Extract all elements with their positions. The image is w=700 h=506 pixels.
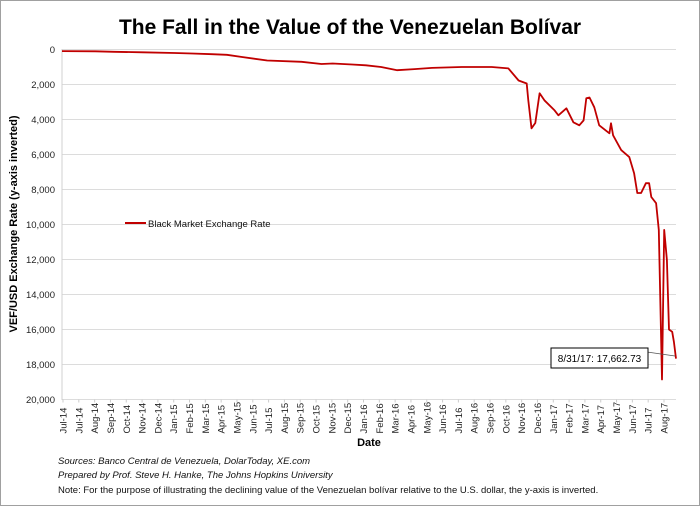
y-tick-label: 10,000	[26, 220, 55, 231]
x-tick-label: Feb-15	[185, 403, 196, 433]
x-tick-label: Sep-16	[486, 403, 497, 434]
x-tick-label: May-17	[612, 402, 623, 434]
y-tick-label: 0	[50, 45, 55, 56]
x-tick-label: Nov-15	[327, 403, 338, 434]
x-tick-label: Oct-15	[312, 405, 323, 434]
y-tick-label: 4,000	[31, 115, 55, 126]
x-tick-label: Jun-15	[248, 404, 259, 433]
y-tick-label: 2,000	[31, 80, 55, 91]
chart-title: The Fall in the Value of the Venezuelan …	[119, 16, 581, 39]
y-tick-label: 6,000	[31, 150, 55, 161]
x-tick-label: Jul-14	[74, 408, 85, 434]
x-tick-label: Feb-16	[375, 403, 386, 433]
x-tick-label: Aug-14	[90, 403, 101, 434]
x-tick-label: Aug-15	[280, 403, 291, 434]
x-tick-label: Mar-16	[391, 403, 402, 433]
y-axis-label: VEF/USD Exchange Rate (y-axis inverted)	[8, 115, 20, 332]
x-tick-label: Jan-15	[169, 404, 180, 433]
y-tick-label: 16,000	[26, 325, 55, 336]
legend-label: Black Market Exchange Rate	[148, 219, 271, 230]
x-tick-label: Aug-16	[470, 403, 481, 434]
x-tick-label: Dec-15	[343, 403, 354, 434]
series-line-black-market-rate	[61, 50, 677, 381]
x-tick-label: Nov-16	[517, 403, 528, 434]
sources-note: Sources: Banco Central de Venezuela, Dol…	[58, 456, 310, 467]
x-tick-label: Jan-17	[549, 404, 560, 433]
x-tick-label: Jul-16	[454, 408, 465, 434]
x-tick-labels: Jul-14 Jul-14 Aug-14 Sep-14 Oct-14 Nov-14 Dec-…	[59, 399, 671, 434]
y-tick-label: 20,000	[26, 395, 55, 406]
x-tick-label: Aug-17	[660, 403, 671, 434]
prepared-by-note: Prepared by Prof. Steve H. Hanke, The Jo…	[58, 470, 334, 481]
x-tick-label: Oct-14	[122, 405, 133, 434]
y-tick-labels: 0 2,000 4,000 6,000 8,000 10,000 12,000 14,000 1…	[26, 45, 55, 406]
annotation-text: 8/31/17: 17,662.73	[558, 354, 642, 365]
y-tick-label: 14,000	[26, 290, 55, 301]
x-tick-label: Mar-15	[201, 403, 212, 433]
x-tick-label: Jul-15	[264, 408, 275, 434]
x-tick-label: Oct-16	[501, 405, 512, 434]
x-tick-label: Apr-16	[406, 405, 417, 434]
x-tick-label: Sep-14	[106, 403, 117, 434]
x-tick-label: Apr-17	[596, 405, 607, 434]
inverted-axis-note: Note: For the purpose of illustrating th…	[58, 485, 598, 496]
x-tick-label: Nov-14	[138, 403, 149, 434]
annotation-box	[550, 347, 649, 369]
y-tick-label: 12,000	[26, 255, 55, 266]
y-tick-label: 8,000	[31, 185, 55, 196]
y-tick-label: 18,000	[26, 360, 55, 371]
x-tick-label: May-15	[232, 402, 243, 434]
x-tick-label: Jan-16	[359, 404, 370, 433]
x-tick-label: Apr-15	[217, 405, 228, 434]
x-tick-label: Mar-17	[580, 403, 591, 433]
x-tick-label: Sep-15	[296, 403, 307, 434]
x-tick-label: May-16	[422, 402, 433, 434]
x-axis-label: Date	[357, 437, 381, 449]
x-tick-label: Jul-14	[59, 408, 70, 434]
x-tick-label: Jul-17	[644, 408, 655, 434]
x-tick-label: Jun-16	[438, 404, 449, 433]
x-tick-label: Jun-17	[628, 404, 639, 433]
legend: Black Market Exchange Rate	[125, 219, 271, 230]
x-tick-label: Dec-14	[153, 403, 164, 434]
x-tick-label: Dec-16	[533, 403, 544, 434]
x-tick-label: Feb-17	[565, 403, 576, 433]
gridlines	[62, 49, 676, 400]
